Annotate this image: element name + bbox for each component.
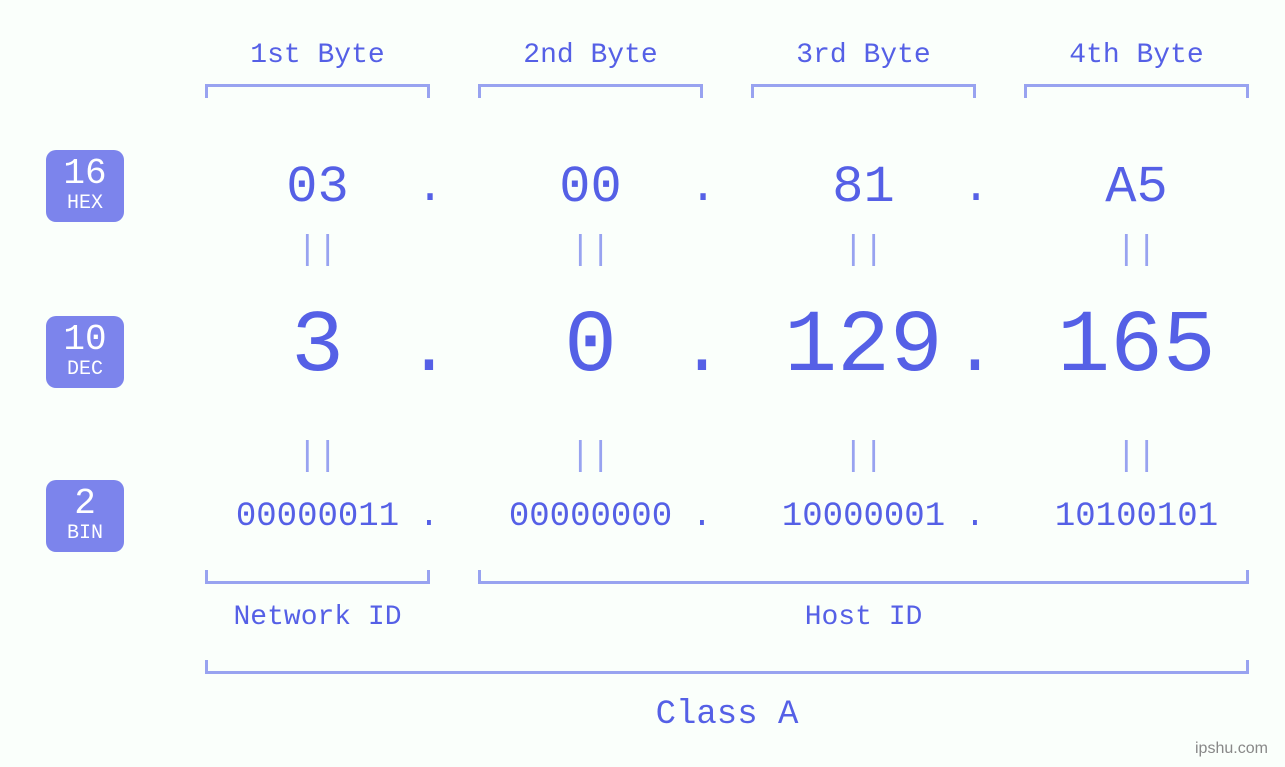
top-bracket-3	[751, 84, 976, 98]
bin-dot-3: .	[958, 498, 992, 536]
bin-dot-1: .	[412, 498, 446, 536]
badge-hex: 16HEX	[46, 150, 124, 222]
badge-dec-base: 10	[46, 322, 124, 358]
badge-hex-label: HEX	[46, 194, 124, 214]
equals-bottom-3: ||	[751, 438, 976, 476]
hex-dot-1: .	[410, 162, 450, 214]
hex-byte-3: 81	[751, 158, 976, 217]
badge-hex-base: 16	[46, 156, 124, 192]
dec-byte-2: 0	[478, 298, 703, 397]
bin-byte-2: 00000000	[478, 498, 703, 536]
host-bracket	[478, 570, 1249, 584]
badge-bin-base: 2	[46, 486, 124, 522]
bin-dot-2: .	[685, 498, 719, 536]
badge-bin: 2BIN	[46, 480, 124, 552]
equals-top-4: ||	[1024, 232, 1249, 270]
dec-dot-1: .	[404, 310, 454, 392]
top-bracket-2	[478, 84, 703, 98]
badge-dec: 10DEC	[46, 316, 124, 388]
dec-byte-1: 3	[205, 298, 430, 397]
top-bracket-4	[1024, 84, 1249, 98]
bin-byte-1: 00000011	[205, 498, 430, 536]
dec-byte-4: 165	[1024, 298, 1249, 397]
equals-bottom-1: ||	[205, 438, 430, 476]
hex-byte-2: 00	[478, 158, 703, 217]
equals-top-3: ||	[751, 232, 976, 270]
host-id-label: Host ID	[478, 602, 1249, 633]
hex-dot-3: .	[956, 162, 996, 214]
network-bracket	[205, 570, 430, 584]
network-id-label: Network ID	[205, 602, 430, 633]
dec-dot-3: .	[950, 310, 1000, 392]
class-label: Class A	[205, 696, 1249, 734]
badge-bin-label: BIN	[46, 524, 124, 544]
watermark: ipshu.com	[1195, 740, 1268, 758]
hex-byte-4: A5	[1024, 158, 1249, 217]
equals-bottom-4: ||	[1024, 438, 1249, 476]
hex-byte-1: 03	[205, 158, 430, 217]
equals-bottom-2: ||	[478, 438, 703, 476]
byte-header-4: 4th Byte	[1024, 40, 1249, 71]
equals-top-2: ||	[478, 232, 703, 270]
byte-header-3: 3rd Byte	[751, 40, 976, 71]
hex-dot-2: .	[683, 162, 723, 214]
byte-header-1: 1st Byte	[205, 40, 430, 71]
byte-header-2: 2nd Byte	[478, 40, 703, 71]
class-bracket	[205, 660, 1249, 674]
bin-byte-3: 10000001	[751, 498, 976, 536]
dec-byte-3: 129	[751, 298, 976, 397]
dec-dot-2: .	[677, 310, 727, 392]
badge-dec-label: DEC	[46, 360, 124, 380]
equals-top-1: ||	[205, 232, 430, 270]
top-bracket-1	[205, 84, 430, 98]
bin-byte-4: 10100101	[1024, 498, 1249, 536]
